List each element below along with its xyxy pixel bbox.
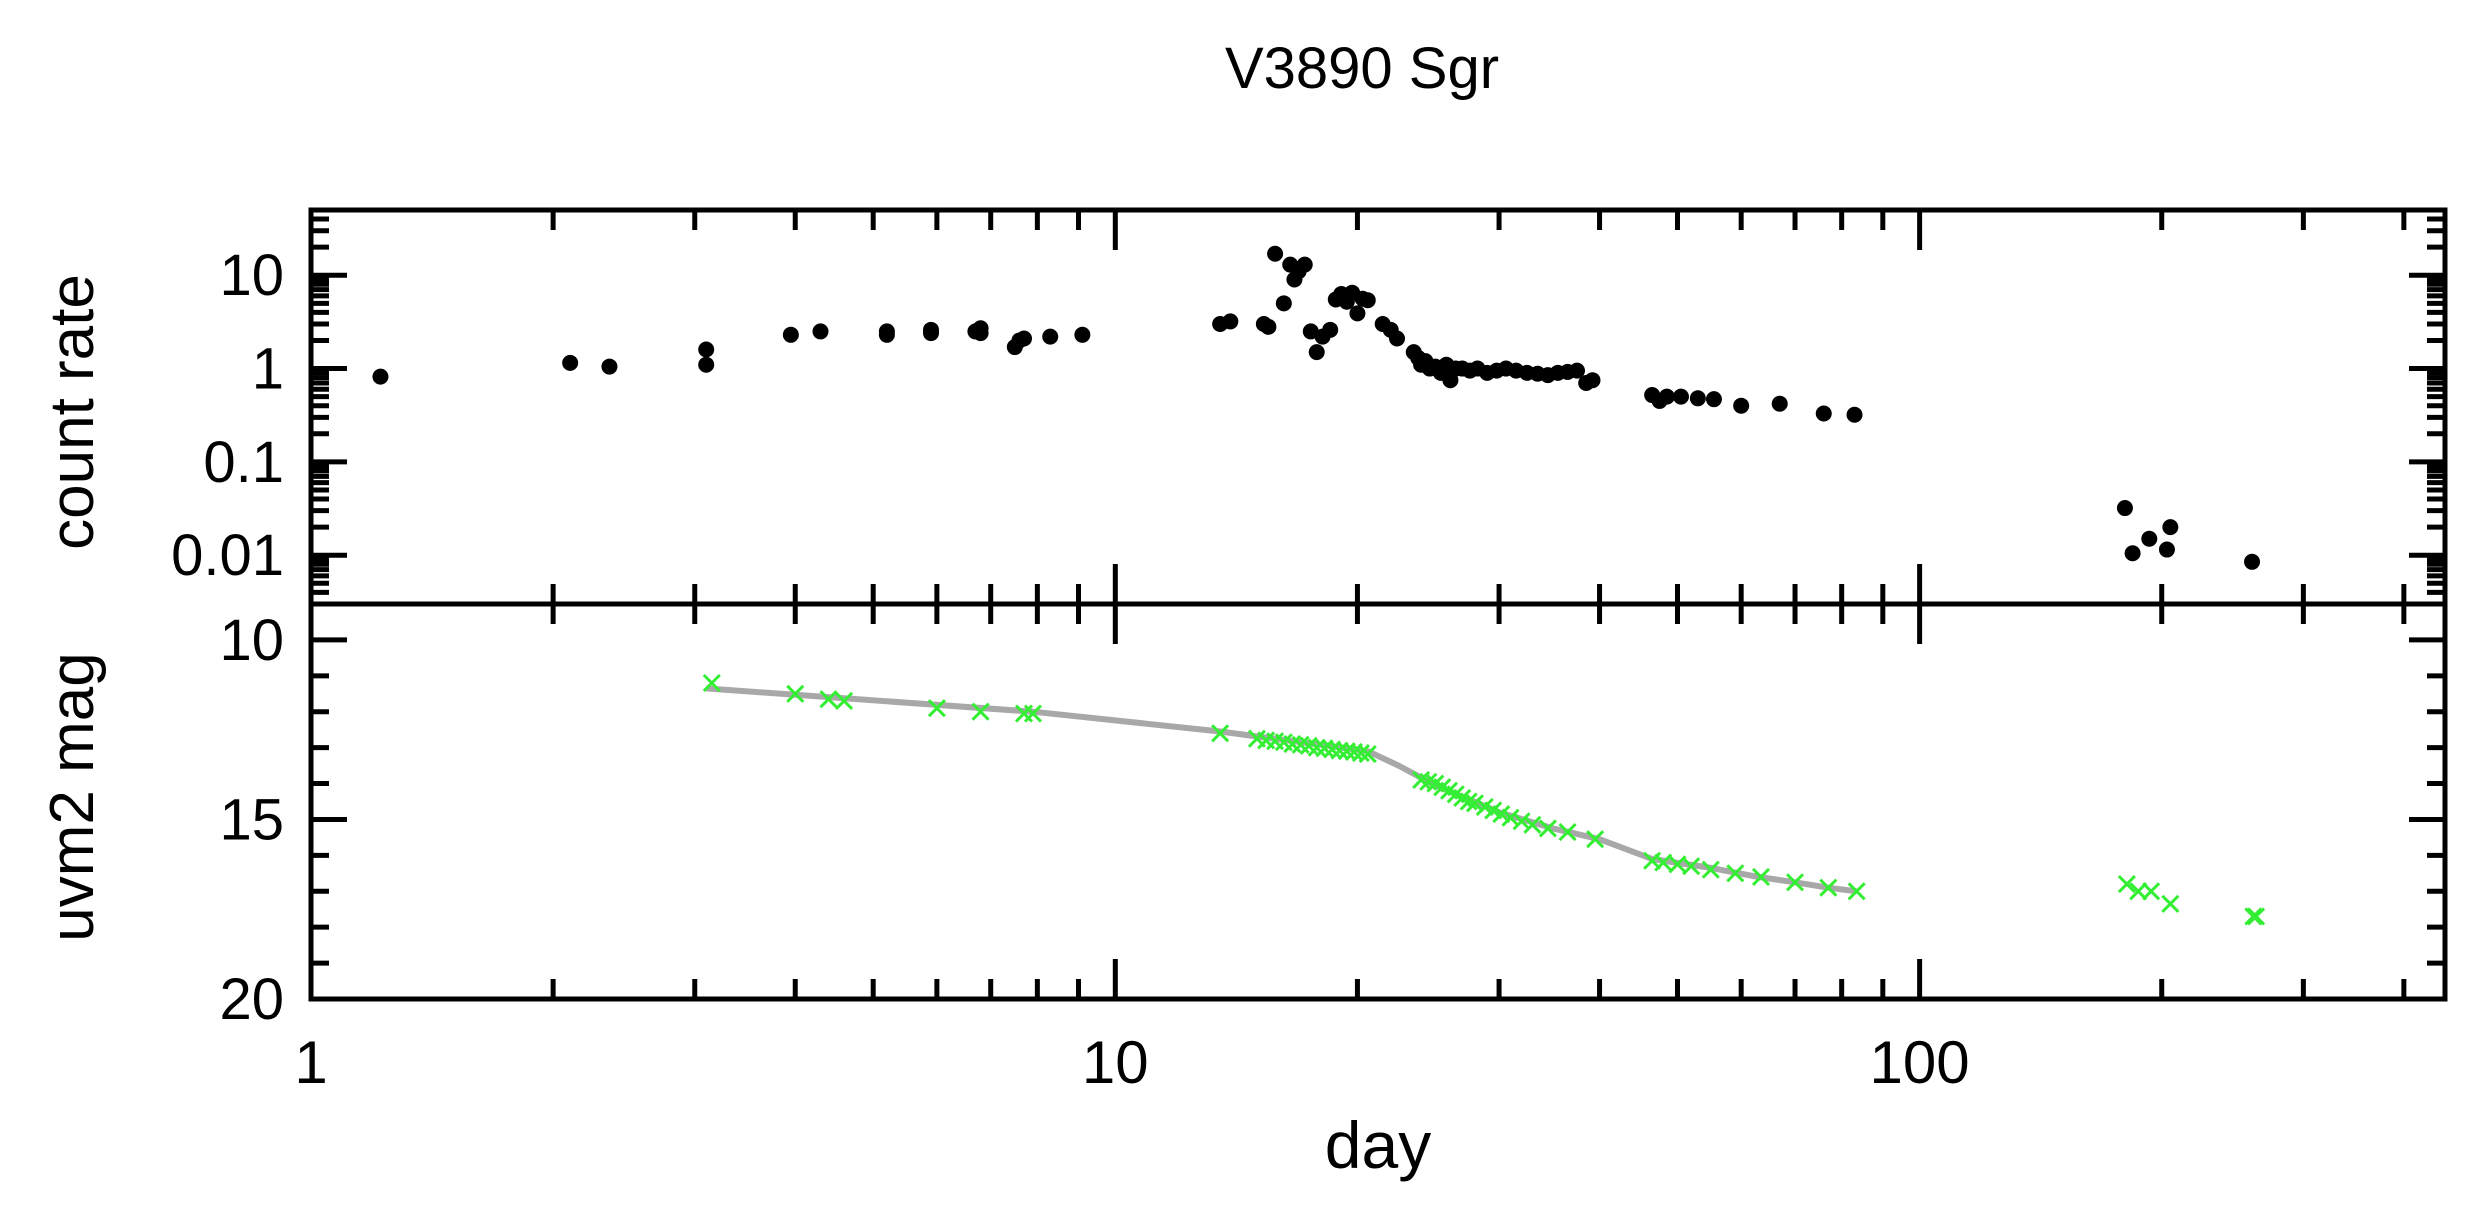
- uvm2-point: [2129, 882, 2148, 901]
- y-tick-label: 15: [219, 787, 284, 852]
- count-rate-point: [972, 320, 989, 337]
- uvm2-axis-label: uvm2 mag: [38, 652, 107, 941]
- count-rate-point: [1733, 397, 1750, 414]
- count-rate-point: [372, 368, 389, 385]
- chart-title: V3890 Sgr: [1225, 36, 1499, 101]
- count-rate-point: [1322, 321, 1339, 338]
- uvm2-point: [2117, 875, 2136, 894]
- y-tick-label: 1: [252, 337, 284, 402]
- uvm2-point: [1465, 794, 1485, 813]
- y-tick-label: 0.01: [171, 523, 284, 588]
- uvm2-point: [786, 684, 805, 703]
- count-rate-point: [1846, 406, 1863, 423]
- uvm2-point: [1847, 882, 1866, 901]
- count-rate-point: [2162, 519, 2179, 536]
- uvm2-point: [927, 699, 946, 718]
- count-rate-point: [1296, 256, 1313, 273]
- count-rate-point: [1569, 362, 1586, 379]
- count-rate-point: [2244, 553, 2261, 570]
- uvm2-point: [2244, 907, 2263, 926]
- uvm2-point: [1819, 878, 1838, 897]
- count-rate-point: [1584, 372, 1601, 389]
- count-rate-point: [878, 326, 895, 343]
- count-rate-point: [1042, 328, 1059, 345]
- uvm2-panel: 10 15 20: [219, 604, 2445, 1032]
- count-rate-point: [923, 325, 940, 342]
- count-rate-point: [2158, 541, 2175, 558]
- uvm2-point: [1558, 822, 1577, 842]
- x-tick-label: 1: [294, 1029, 327, 1096]
- count-rate-point: [1222, 313, 1239, 330]
- count-rate-point: [1689, 390, 1706, 407]
- y-tick-label: 10: [219, 608, 284, 673]
- uvm2-point: [1023, 704, 1043, 723]
- uvm2-point: [1586, 830, 1605, 849]
- uvm2-point: [835, 691, 854, 711]
- uvm2-point: [819, 690, 838, 709]
- uvm2-point: [2161, 894, 2180, 913]
- count-rate-panel: 10 1 0.1 0.01: [171, 207, 2445, 607]
- uvm2-point: [1330, 741, 1349, 760]
- uvm2-point: [1654, 853, 1673, 872]
- count-rate-point: [1275, 295, 1292, 312]
- y-tick-label: 20: [219, 967, 284, 1032]
- count-rate-point: [698, 341, 715, 358]
- uvm2-point: [1307, 738, 1326, 757]
- count-rate-point: [698, 356, 715, 373]
- count-rate-point: [782, 326, 799, 343]
- uvm2-point: [1726, 864, 1745, 883]
- count-rate-point: [1658, 388, 1675, 405]
- uvm2-point: [1682, 857, 1701, 876]
- count-rate-point: [1705, 391, 1722, 408]
- count-rate-point: [1260, 318, 1277, 335]
- uvm2-point: [1501, 808, 1520, 827]
- count-rate-point: [812, 323, 829, 340]
- count-rate-point: [1359, 292, 1376, 309]
- count-rate-point: [1074, 326, 1091, 343]
- x-tick-label: 100: [1870, 1029, 1970, 1096]
- uvm2-point: [971, 702, 990, 721]
- uvm2-point: [1459, 792, 1478, 811]
- uvm2-point: [1523, 815, 1542, 834]
- count-rate-point: [2124, 545, 2141, 562]
- y-tick-label: 10: [219, 243, 284, 308]
- count-rate-point: [1308, 344, 1325, 361]
- uvm2-point: [1358, 745, 1377, 764]
- x-tick-label: 10: [1082, 1029, 1149, 1096]
- count-rate-point: [1349, 305, 1366, 322]
- uvm2-point: [2246, 907, 2266, 926]
- uvm2-point: [1351, 743, 1370, 763]
- count-rate-point: [1389, 330, 1406, 347]
- count-rate-point: [601, 358, 618, 375]
- uvm2-point: [1538, 819, 1557, 838]
- uvm2-point: [1323, 740, 1342, 759]
- uvm2-point: [1751, 867, 1771, 886]
- uvm2-point: [1701, 860, 1720, 879]
- uvm2-point: [1211, 724, 1230, 743]
- count-rate-point: [1267, 245, 1284, 262]
- count-rate-point: [1771, 395, 1788, 412]
- count-rate-point: [1016, 330, 1033, 347]
- x-axis-label: day: [1325, 1108, 1431, 1182]
- uvm2-point: [2142, 882, 2161, 901]
- y-tick-label: 0.1: [203, 430, 284, 495]
- count-rate-point: [1672, 388, 1689, 405]
- uvm2-point: [702, 673, 721, 693]
- count-rate-point: [2116, 500, 2133, 517]
- count-rate-point: [562, 354, 579, 371]
- uvm2-point: [1785, 873, 1805, 892]
- uvm2-point: [1512, 812, 1531, 831]
- count-rate-axis-label: count rate: [38, 274, 107, 550]
- count-rate-point: [1815, 405, 1832, 422]
- count-rate-point: [2141, 530, 2158, 547]
